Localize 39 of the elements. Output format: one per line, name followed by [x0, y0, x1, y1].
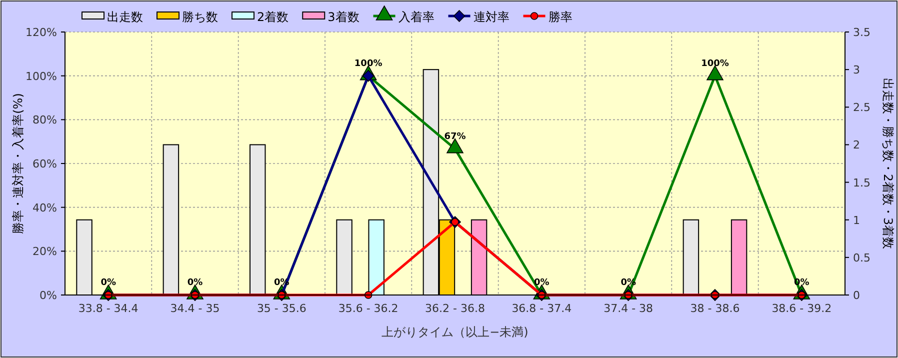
y2-tick-label: 0	[853, 289, 860, 302]
x-tick-label: 36.8 - 37.4	[512, 302, 572, 315]
x-tick-label: 34.4 - 35	[170, 302, 220, 315]
y-tick-label: 0%	[40, 289, 57, 302]
y-tick-label: 120%	[26, 26, 57, 39]
y2-tick-label: 3	[853, 64, 860, 77]
legend-label: 出走数	[107, 10, 143, 24]
x-tick-label: 35.6 - 36.2	[338, 302, 398, 315]
y2-tick-label: 2	[853, 138, 860, 152]
x-axis-title: 上がりタイム（以上−未満)	[382, 325, 528, 339]
y2-tick-label: 2.5	[853, 101, 870, 114]
y2-tick-label: 0.5	[853, 251, 870, 264]
data-label: 67%	[444, 132, 466, 142]
y-tick-label: 100%	[26, 70, 57, 83]
legend-label: 3着数	[328, 10, 360, 24]
legend-label: 2着数	[257, 10, 289, 24]
x-tick-label: 36.2 - 36.8	[425, 302, 485, 315]
y-tick-label: 40%	[32, 201, 57, 214]
data-label: 100%	[354, 58, 382, 69]
data-label: 0%	[100, 278, 116, 288]
y2-tick-label: 1.5	[853, 176, 870, 190]
legend-label: 入着率	[398, 10, 434, 24]
legend-label: 勝率	[548, 10, 572, 24]
y-tick-label: 20%	[32, 245, 57, 258]
y2-axis-title: 出走数・勝ち数・2着数・3着数	[881, 78, 895, 250]
data-label: 100%	[701, 58, 729, 69]
data-label: 0%	[187, 278, 203, 288]
y-tick-label: 60%	[32, 158, 57, 170]
x-tick-label: 33.8 - 34.4	[78, 302, 138, 315]
y-axis-title: 勝率・連対率・入着率(%)	[11, 93, 25, 234]
y2-tick-label: 1	[853, 214, 860, 227]
y2-tick-label: 3.5	[853, 26, 870, 39]
legend-label: 連対率	[473, 10, 510, 24]
x-tick-label: 38.6 - 39.2	[772, 302, 832, 315]
legend-label: 勝ち数	[182, 10, 218, 24]
x-tick-label: 38 - 38.6	[690, 302, 740, 315]
x-tick-label: 35 - 35.6	[256, 302, 306, 315]
y-tick-label: 80%	[32, 114, 57, 127]
x-tick-label: 37.4 - 38	[604, 302, 654, 315]
